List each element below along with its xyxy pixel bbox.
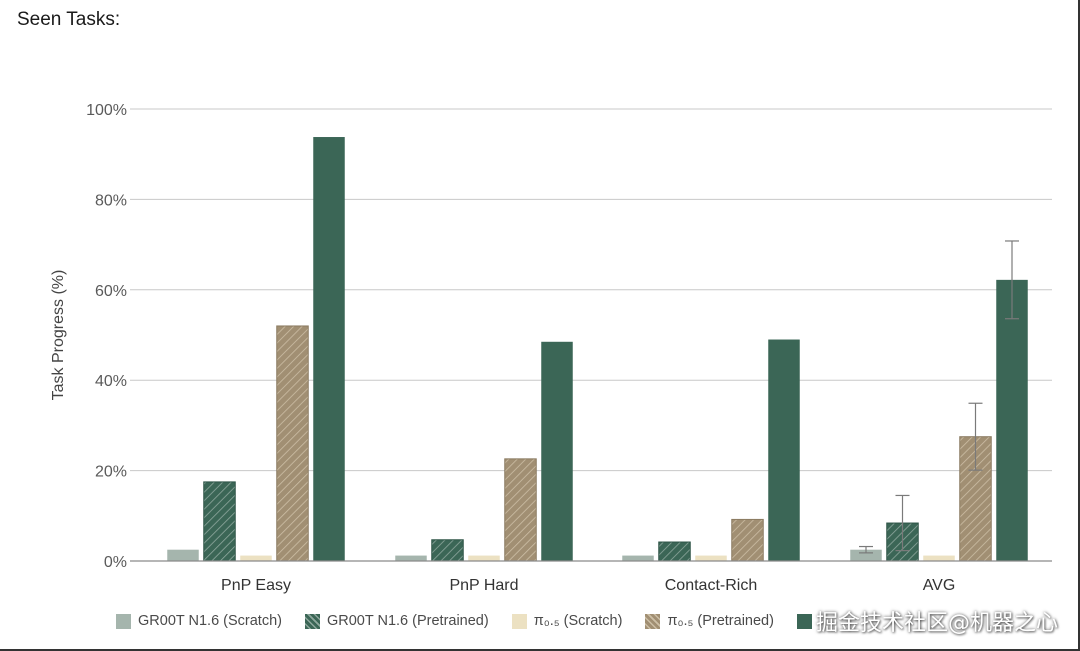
bar (541, 341, 573, 561)
x-tick-label: AVG (923, 577, 956, 594)
y-tick-label: 60% (95, 283, 127, 300)
legend-item-gr00t-scratch: GR00T N1.6 (Scratch) (116, 613, 282, 629)
legend-item-gr00t-pretrained: GR00T N1.6 (Pretrained) (304, 613, 489, 629)
frame-border-bottom (0, 649, 1080, 651)
y-tick-label: 80% (95, 192, 127, 209)
bars (167, 137, 1028, 562)
x-tick-label: PnP Hard (449, 577, 518, 594)
bar (622, 555, 654, 561)
legend-item-pi-scratch: π₀.₅ (Scratch) (511, 613, 623, 629)
bar (923, 555, 955, 561)
bar (731, 518, 764, 562)
page-title: Seen Tasks: (17, 9, 121, 30)
bar (167, 549, 199, 561)
legend: GR00T N1.6 (Scratch) GR00T N1.6 (Pretrai… (116, 611, 842, 631)
error-bars (859, 240, 1019, 554)
y-tick-label: 0% (104, 554, 127, 571)
legend-swatch (796, 613, 812, 629)
legend-swatch (511, 613, 527, 629)
legend-item-solid (796, 613, 819, 629)
bar (768, 339, 800, 561)
y-tick-label: 40% (95, 373, 127, 390)
legend-label: π₀.₅ (Pretrained) (667, 613, 774, 629)
legend-swatch (116, 613, 131, 629)
legend-label: GR00T N1.6 (Pretrained) (326, 613, 489, 629)
bar (695, 555, 727, 561)
x-axis: PnP Easy PnP Hard Contact-Rich AVG (130, 560, 1052, 594)
bar (313, 137, 345, 562)
legend-swatch (645, 613, 661, 629)
bar (996, 279, 1028, 561)
legend-label: GR00T N1.6 (Scratch) (138, 613, 282, 629)
y-tick-label: 100% (86, 102, 127, 119)
bar (658, 541, 691, 562)
x-tick-label: Contact-Rich (665, 577, 757, 594)
y-axis-title: Task Progress (%) (50, 270, 67, 401)
bar (850, 549, 882, 561)
bar (276, 325, 309, 562)
y-tick-label: 20% (95, 464, 127, 481)
bar (468, 555, 500, 561)
bar (431, 539, 464, 562)
frame-border-right (1078, 0, 1080, 651)
y-axis: 0% 20% 40% 60% 80% 100% (86, 102, 127, 571)
bar (203, 481, 236, 562)
x-tick-label: PnP Easy (221, 577, 291, 594)
legend-label: π₀.₅ (Scratch) (533, 613, 623, 629)
bar (504, 458, 537, 562)
bar (395, 555, 427, 561)
gridlines (130, 108, 1052, 562)
legend-swatch (304, 613, 320, 629)
bar (240, 555, 272, 561)
legend-item-pi-pretrained: π₀.₅ (Pretrained) (645, 613, 774, 629)
watermark: 掘金技术社区@机器之心 (815, 611, 1058, 636)
